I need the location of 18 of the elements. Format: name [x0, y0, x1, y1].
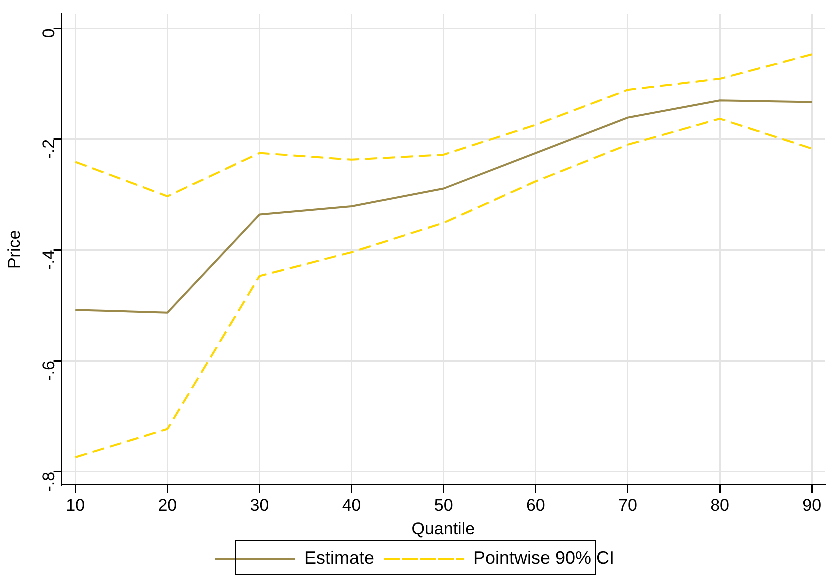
x-axis-title: Quantile — [412, 519, 476, 538]
x-tick-label: 70 — [618, 496, 638, 516]
x-tick-label: 40 — [342, 496, 362, 516]
x-tick-label: 60 — [526, 496, 546, 516]
x-tick-label: 10 — [66, 496, 86, 516]
x-tick-label: 50 — [434, 496, 454, 516]
y-tick-label: 0 — [39, 28, 58, 38]
x-tick-label: 90 — [802, 496, 822, 516]
legend-label: Estimate — [304, 548, 374, 568]
x-tick-label: 30 — [250, 496, 270, 516]
legend-label: Pointwise 90% CI — [473, 548, 615, 568]
y-tick-label: -.4 — [39, 250, 58, 270]
x-tick-label: 80 — [710, 496, 730, 516]
y-axis-title: Price — [4, 230, 24, 270]
y-tick-label: -.6 — [39, 361, 58, 381]
y-tick-label: -.8 — [39, 472, 58, 492]
y-tick-label: -.2 — [39, 139, 58, 160]
x-tick-label: 20 — [158, 496, 178, 516]
